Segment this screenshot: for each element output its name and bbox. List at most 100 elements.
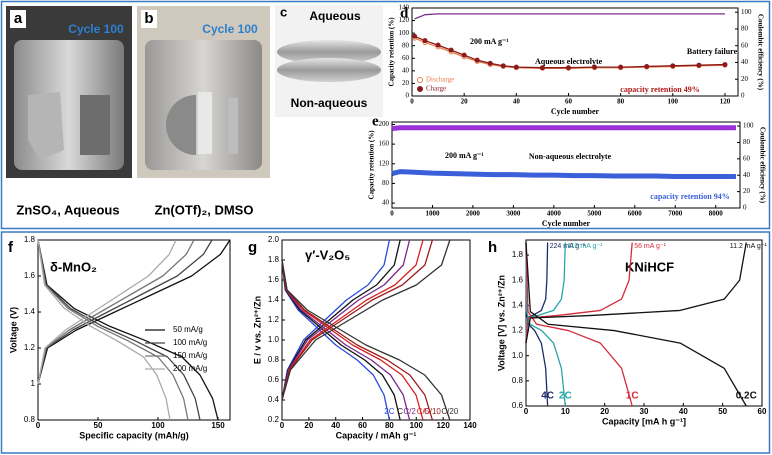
y-tick-label: 0.2: [268, 415, 280, 424]
x-tick-label: 0: [410, 98, 414, 106]
plot-frame: [281, 239, 471, 421]
point: [618, 64, 624, 70]
x-axis-title: Cycle number: [551, 107, 600, 116]
plot-frame: [391, 121, 741, 209]
point: [539, 65, 545, 71]
x-tick-label: 2000: [466, 210, 481, 218]
point: [461, 52, 467, 58]
curve-label: C/2: [403, 407, 416, 416]
x-tick-label: 7000: [668, 210, 683, 218]
panel-label: d: [400, 5, 409, 21]
y-tick-label: 0.6: [268, 375, 280, 384]
point: [513, 64, 519, 70]
y2-tick-label: 80: [741, 25, 749, 33]
series-line: [391, 125, 736, 132]
x-tick-label: 20: [461, 98, 469, 106]
x-tick-label: 0: [524, 407, 529, 416]
y-tick-label: 1.6: [268, 275, 280, 284]
series-line: [281, 239, 411, 421]
panel-label: e: [372, 113, 379, 129]
legend-label: 200 mA/g: [173, 364, 207, 373]
y-axis-title: Capacity retention (%): [368, 130, 376, 200]
point: [474, 57, 480, 63]
y-tick-label: 1.8: [512, 250, 524, 259]
x-tick-label: 60: [358, 421, 367, 430]
rate-label: 2C: [559, 391, 572, 402]
series-line: [37, 239, 213, 421]
y-tick-label: 1: [31, 379, 36, 388]
x-tick-label: 5000: [587, 210, 602, 218]
y-axis-title: Voltage (V): [8, 307, 18, 353]
x-tick-label: 1000: [425, 210, 440, 218]
x-tick-label: 30: [640, 407, 649, 416]
y-tick-label: 1.6: [512, 275, 524, 284]
y-tick-label: 40: [402, 66, 410, 74]
y-tick-label: 160: [379, 140, 390, 148]
y-tick-label: 80: [402, 41, 410, 49]
point: [435, 42, 441, 48]
point: [592, 64, 598, 70]
annotation: capacity retention 94%: [650, 192, 729, 201]
x-tick-label: 60: [758, 407, 767, 416]
x-tick-label: 50: [718, 407, 727, 416]
y2-tick-label: 0: [743, 204, 747, 212]
y2-tick-label: 20: [743, 187, 751, 195]
curve-label: C/5: [417, 407, 430, 416]
point: [565, 65, 571, 71]
x-tick-label: 120: [436, 421, 450, 430]
x-tick-label: 20: [600, 407, 609, 416]
y-tick-label: 200: [379, 120, 390, 128]
curve-label: C: [397, 407, 403, 416]
y-tick-label: 0: [406, 92, 410, 100]
photo-caption: Zn(OTf)₂, DMSO: [155, 202, 254, 217]
point: [448, 47, 454, 53]
y-tick-label: 2.0: [268, 235, 280, 244]
curve-label: C/10: [424, 407, 441, 416]
rate-label: 4C: [541, 391, 554, 402]
x-tick-label: 100: [410, 421, 424, 430]
series-line: [525, 242, 633, 407]
y-tick-label: 60: [402, 54, 410, 62]
x-tick-label: 140: [463, 421, 477, 430]
panel-label: f: [8, 239, 14, 256]
photo-label: Aqueous: [309, 9, 361, 23]
y2-tick-label: 100: [743, 122, 754, 130]
y-tick-label: 0.6: [512, 401, 524, 410]
y-tick-label: 1.0: [268, 335, 280, 344]
y-tick-label: 1.6: [24, 271, 36, 280]
y-tick-label: 120: [399, 16, 410, 24]
x-tick-label: 8000: [709, 210, 724, 218]
point: [644, 63, 650, 69]
x-tick-label: 50: [94, 421, 103, 430]
x-tick-label: 80: [617, 98, 625, 106]
x-tick-label: 80: [385, 421, 394, 430]
chart-title: KNiHCF: [625, 259, 674, 274]
x-tick-label: 150: [211, 421, 225, 430]
chart: 0 10 20 30 40 50 60 0.6 0.8 1.0 1.2 1.4 1.6 1.8 Capaci…: [488, 239, 767, 426]
y-tick-label: 1.4: [24, 307, 36, 316]
x-tick-label: 4000: [547, 210, 562, 218]
chart: 0 50 100 150 0.8 1 1.2 1.4 1.6 1.8 Specific capaci…: [8, 235, 231, 440]
x-tick-label: 0: [280, 421, 285, 430]
panel-label: b: [144, 10, 153, 27]
series-line: [525, 242, 566, 407]
annotation: Aqueous electrolyte: [535, 57, 603, 66]
y-tick-label: 120: [379, 159, 390, 167]
y-tick-label: 0.4: [268, 395, 280, 404]
series-line: [281, 239, 451, 421]
point: [722, 62, 728, 68]
y-tick-label: 0.8: [512, 376, 524, 385]
y2-tick-label: 60: [741, 41, 749, 49]
curve-label: 11.2 mA g⁻¹: [730, 243, 768, 250]
chart: 0 20 40 60 80 100 120 140 0.2 0.4 0.6 0.8 1.0 1.2 1.4 1…: [248, 235, 477, 440]
plot-frame: [37, 239, 231, 421]
series-line: [391, 169, 736, 180]
x-tick-label: 20: [304, 421, 313, 430]
rate-label: 0.2C: [736, 391, 757, 402]
y2-tick-label: 100: [741, 8, 752, 16]
panel-label: c: [280, 4, 287, 19]
point: [487, 60, 493, 66]
x-tick-label: 40: [513, 98, 521, 106]
